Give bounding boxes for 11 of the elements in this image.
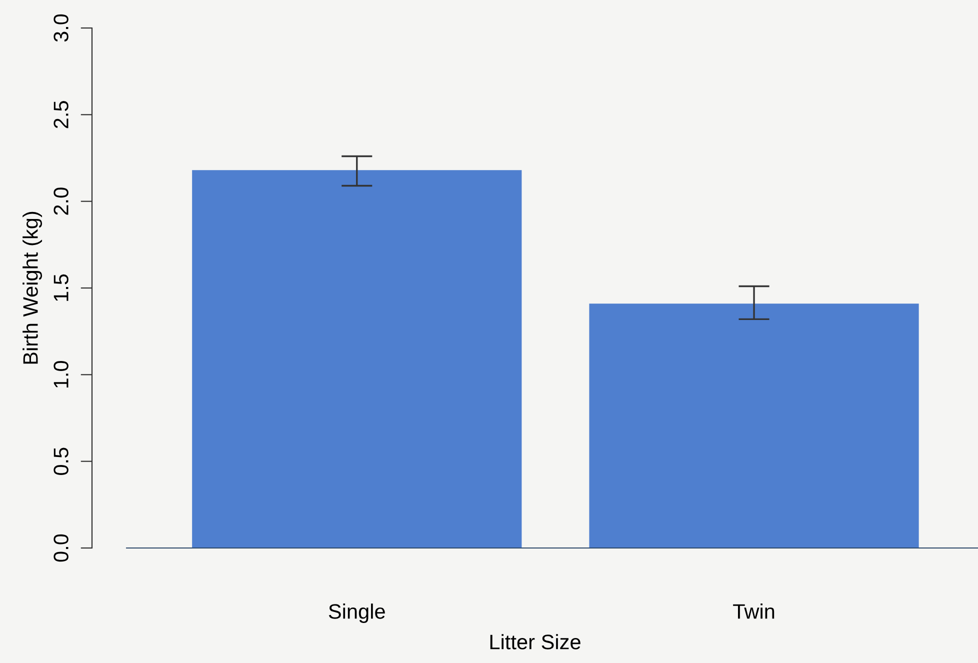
- y-tick-label: 1.0: [54, 361, 68, 388]
- y-tick-label: 2.5: [54, 101, 68, 128]
- x-tick-label: Twin: [733, 604, 774, 619]
- y-tick-label: 0.0: [54, 534, 68, 562]
- y-tick-label: 0.5: [54, 448, 68, 475]
- y-tick-label: 1.5: [54, 274, 68, 301]
- y-tick-label: 2.0: [54, 188, 68, 215]
- x-axis-title: Litter Size: [490, 634, 580, 650]
- x-tick-label: Single: [328, 604, 385, 623]
- y-axis-title: Birth Weight (kg): [22, 212, 42, 364]
- y-tick-label: 3.0: [54, 14, 68, 42]
